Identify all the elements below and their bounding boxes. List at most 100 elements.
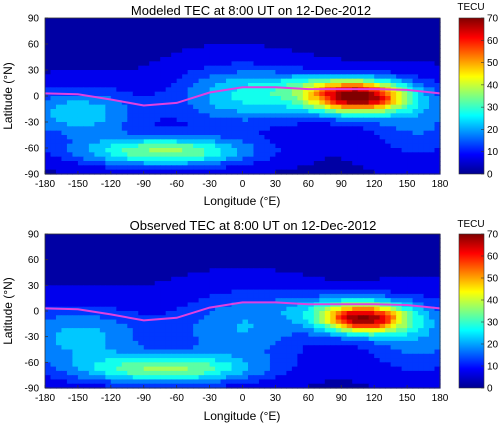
tec-cell	[313, 242, 320, 248]
tec-cell	[319, 340, 326, 346]
tec-cell	[45, 65, 52, 71]
tec-cell	[50, 362, 57, 368]
tec-cell	[154, 272, 161, 278]
tec-cell	[138, 259, 145, 265]
tec-cell	[313, 246, 320, 252]
tec-cell	[357, 26, 364, 32]
tec-cell	[242, 61, 249, 67]
tec-cell	[429, 298, 436, 304]
tec-cell	[264, 246, 271, 252]
tec-cell	[77, 336, 85, 342]
tec-cell	[401, 353, 408, 359]
tec-cell	[83, 87, 90, 93]
tec-cell	[269, 336, 277, 342]
tec-cell	[286, 91, 293, 97]
tec-cell	[297, 251, 304, 256]
tec-cell	[50, 332, 57, 338]
tec-cell	[341, 246, 348, 252]
tec-cell	[66, 161, 74, 166]
tec-cell	[231, 113, 238, 119]
tec-cell	[193, 100, 200, 106]
tec-cell	[209, 96, 216, 101]
tec-cell	[280, 57, 287, 62]
tec-cell	[286, 246, 293, 252]
tec-cell	[193, 109, 200, 114]
tec-cell	[176, 39, 183, 45]
tec-cell	[204, 276, 211, 282]
tec-cell	[187, 161, 194, 166]
tec-cell	[45, 113, 52, 119]
tec-cell	[165, 96, 172, 101]
tec-cell	[242, 238, 249, 244]
tec-cell	[407, 96, 414, 101]
tec-cell	[171, 263, 178, 269]
tec-cell	[45, 87, 52, 93]
tec-cell	[286, 109, 293, 114]
tec-cell	[401, 104, 408, 110]
tec-cell	[396, 311, 403, 316]
tec-cell	[280, 18, 287, 23]
tec-cell	[335, 259, 342, 265]
tec-cell	[247, 52, 255, 58]
tec-cell	[165, 122, 172, 127]
tec-cell	[434, 156, 441, 162]
chart-title: Observed TEC at 8:00 UT on 12-Dec-2012	[130, 218, 377, 233]
tec-cell	[105, 302, 112, 308]
tec-cell	[330, 35, 337, 41]
tec-cell	[330, 148, 337, 153]
tec-cell	[313, 91, 320, 97]
tec-cell	[182, 255, 189, 261]
tec-cell	[176, 78, 183, 84]
tec-cell	[237, 315, 244, 321]
tec-cell	[374, 366, 381, 372]
tec-cell	[72, 87, 79, 93]
tec-cell	[220, 148, 227, 153]
tec-cell	[280, 169, 287, 175]
tec-cell	[116, 39, 123, 45]
tec-cell	[412, 122, 419, 127]
tec-cell	[55, 251, 63, 256]
tec-cell	[269, 311, 277, 316]
tec-cell	[374, 276, 381, 282]
tec-cell	[390, 281, 397, 286]
tec-cell	[204, 26, 211, 32]
tec-cell	[220, 35, 227, 41]
tec-cell	[280, 298, 287, 304]
tec-cell	[330, 96, 337, 101]
tec-cell	[182, 44, 189, 49]
tec-cell	[418, 362, 425, 368]
tec-cell	[275, 152, 282, 158]
tec-cell	[182, 285, 189, 291]
tec-cell	[280, 272, 287, 278]
tec-cell	[418, 156, 425, 162]
tec-cell	[204, 78, 211, 84]
tec-cell	[319, 263, 326, 269]
tec-cell	[55, 263, 63, 269]
tec-cell	[308, 109, 315, 114]
tec-cell	[77, 340, 85, 346]
tec-cell	[61, 44, 68, 49]
x-tick-label: -60	[169, 179, 184, 190]
tec-cell	[149, 83, 156, 88]
tec-cell	[231, 148, 238, 153]
tec-cell	[94, 353, 101, 359]
tec-cell	[226, 35, 233, 41]
tec-cell	[138, 289, 145, 295]
tec-cell	[330, 340, 337, 346]
tec-cell	[324, 345, 331, 351]
tec-cell	[280, 289, 287, 295]
tec-cell	[291, 22, 298, 28]
tec-cell	[363, 328, 370, 333]
tec-cell	[149, 169, 156, 175]
tec-cell	[258, 336, 266, 342]
tec-cell	[352, 74, 359, 80]
tec-cell	[418, 31, 425, 36]
tec-cell	[72, 26, 79, 32]
tec-cell	[357, 169, 364, 175]
tec-cell	[45, 263, 52, 269]
tec-cell	[231, 100, 238, 106]
tec-cell	[127, 246, 134, 252]
tec-cell	[110, 143, 117, 149]
tec-cell	[357, 285, 364, 291]
tec-cell	[269, 100, 277, 106]
